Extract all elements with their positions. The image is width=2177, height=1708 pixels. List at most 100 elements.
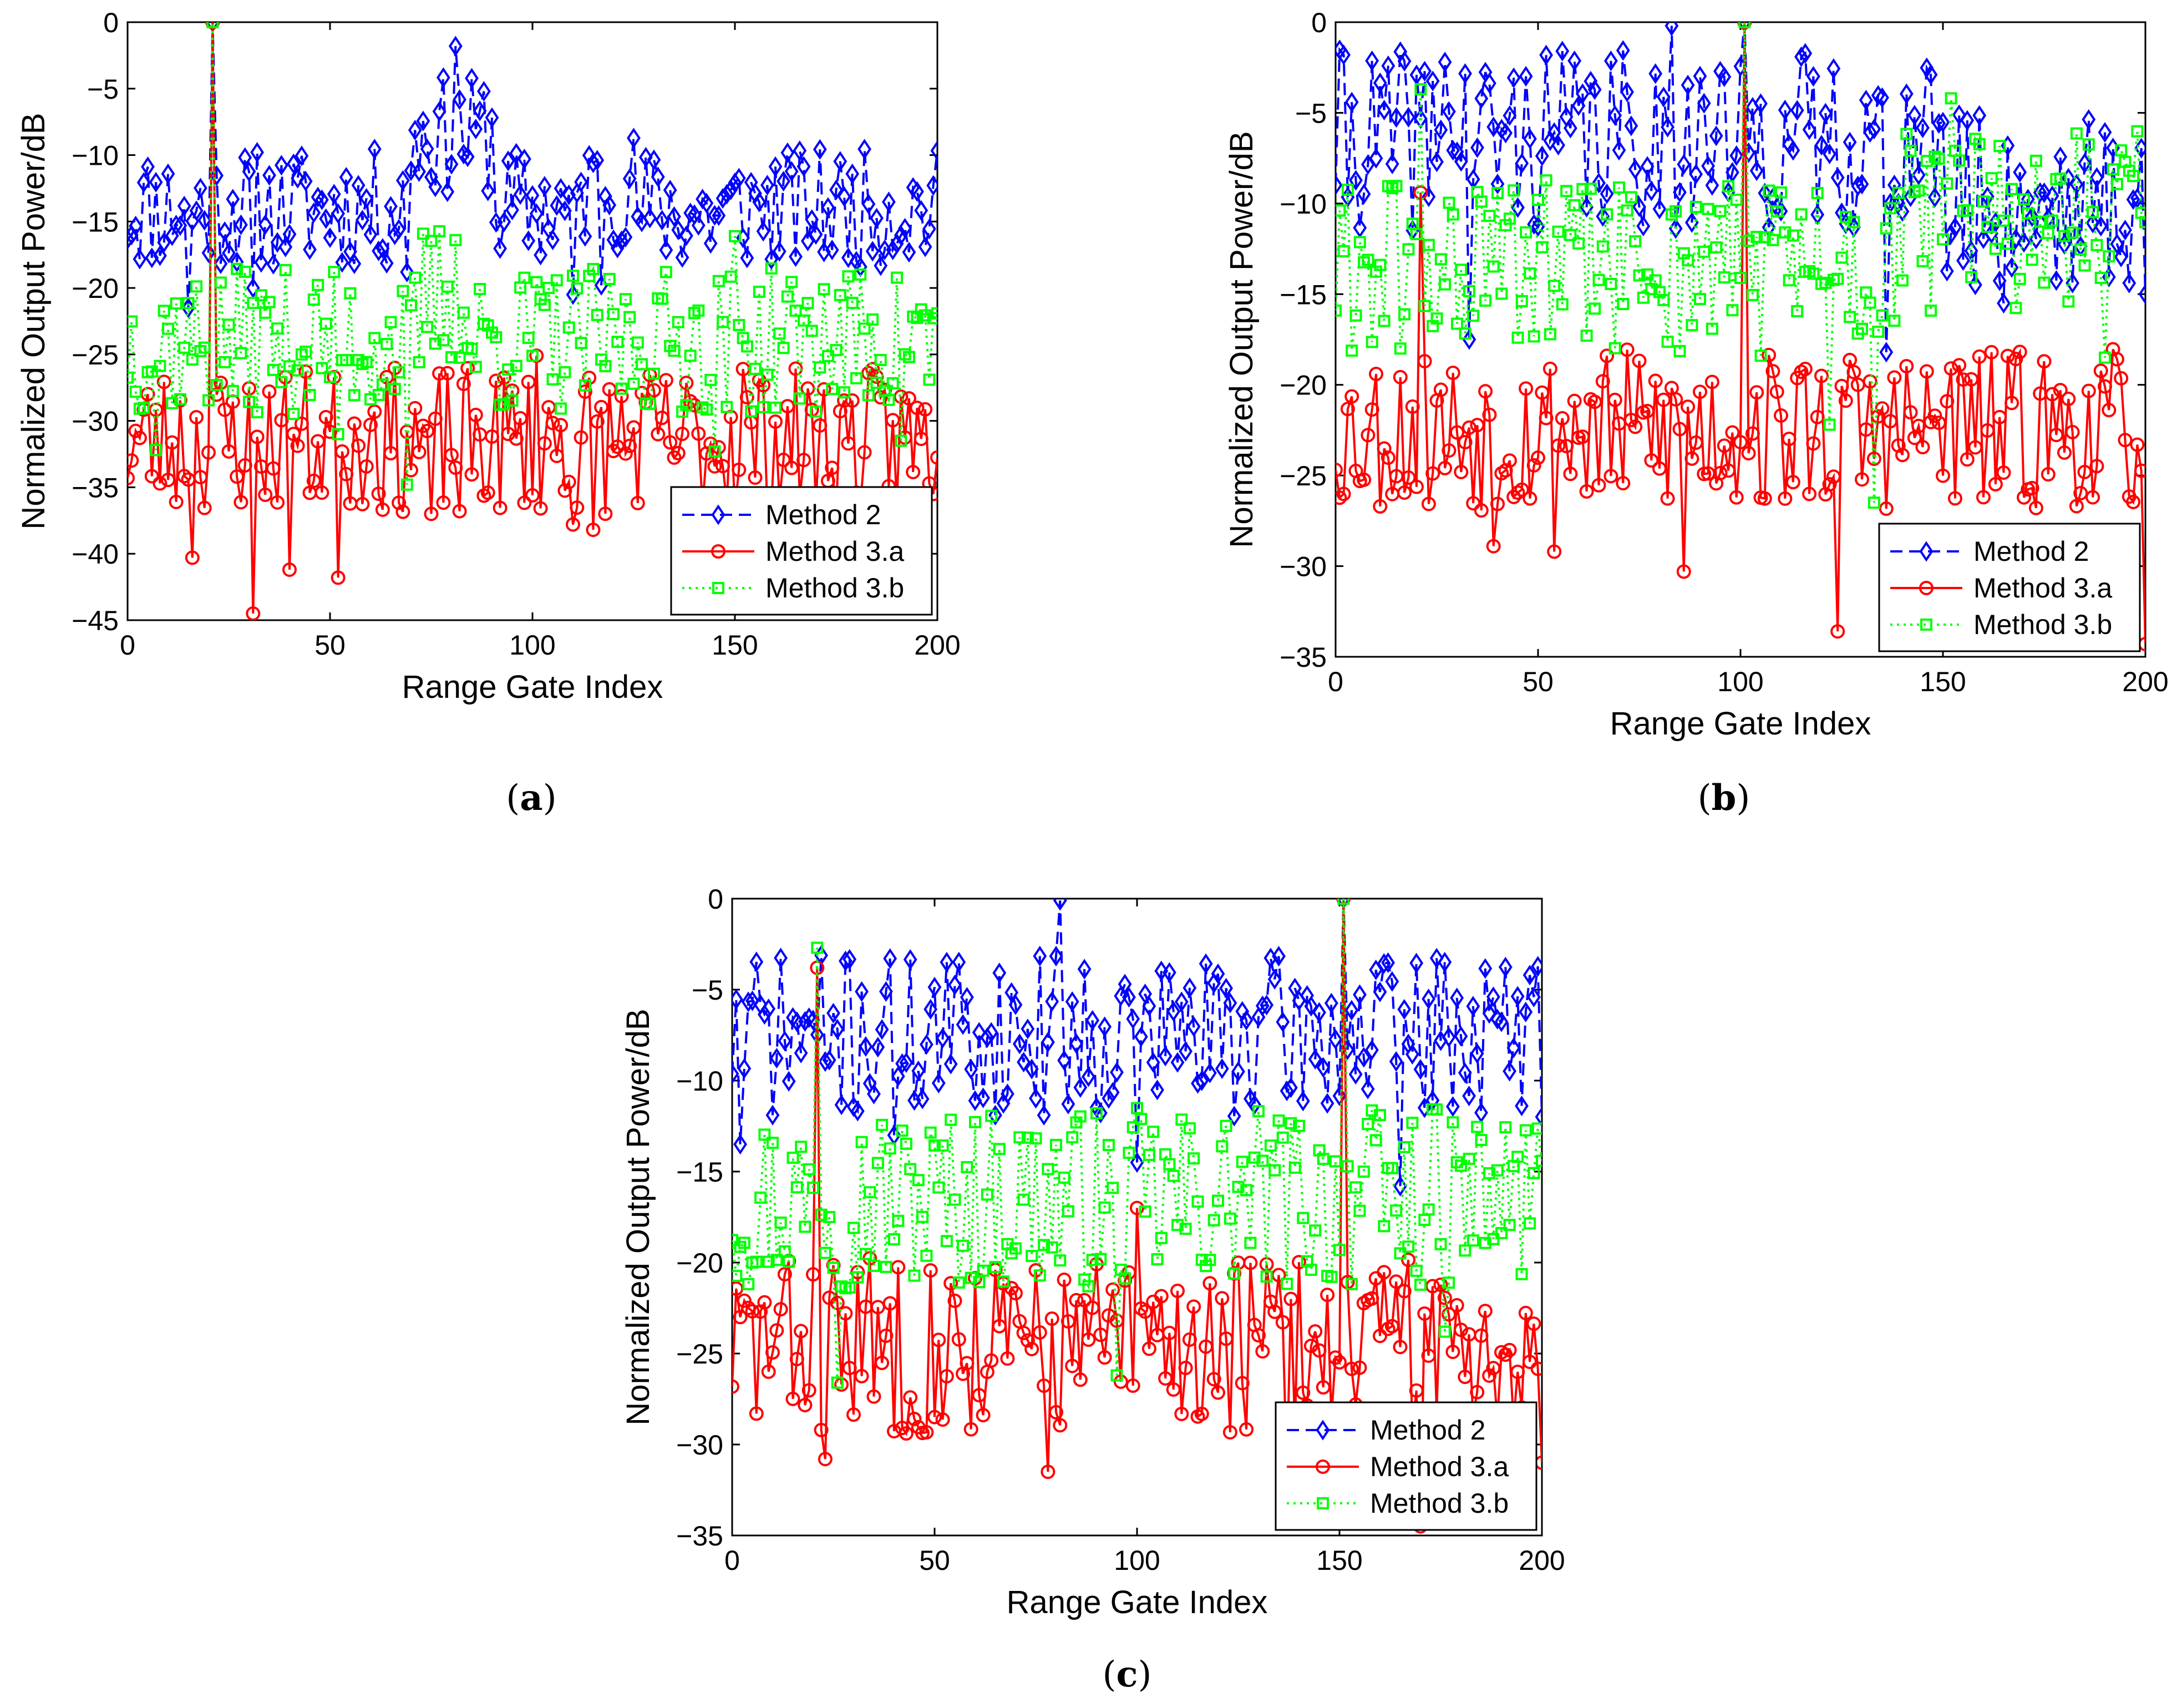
data-point xyxy=(1603,469,1618,484)
data-point xyxy=(247,296,260,309)
data-point xyxy=(866,313,879,326)
data-point xyxy=(1474,1328,1489,1343)
data-point xyxy=(266,254,281,275)
data-point xyxy=(1085,1010,1100,1031)
data-point xyxy=(1779,226,1792,239)
data-point xyxy=(1956,372,1971,387)
data-point xyxy=(1188,1152,1200,1165)
data-point xyxy=(400,261,414,282)
data-point xyxy=(1576,183,1589,195)
data-point xyxy=(1499,123,1513,144)
data-point xyxy=(1443,196,1455,209)
data-point xyxy=(1754,349,1767,362)
data-point xyxy=(2126,494,2141,509)
data-point xyxy=(210,379,223,392)
data-point xyxy=(867,1259,880,1272)
data-point xyxy=(153,476,168,491)
data-point xyxy=(935,1412,950,1427)
data-point xyxy=(1024,1058,1039,1079)
legend-marker xyxy=(1316,1420,1330,1441)
data-point xyxy=(1098,1201,1111,1214)
data-point xyxy=(2074,243,2087,256)
data-point xyxy=(720,401,733,413)
data-point xyxy=(250,429,265,444)
data-point xyxy=(529,203,544,224)
data-point xyxy=(1915,440,1930,455)
data-point xyxy=(1065,1359,1080,1374)
data-point xyxy=(703,233,718,254)
data-point xyxy=(1344,1000,1359,1021)
data-point xyxy=(1357,472,1372,487)
data-point xyxy=(1455,1159,1467,1172)
data-point xyxy=(1579,484,1594,499)
data-point xyxy=(2107,163,2119,176)
data-point xyxy=(1765,364,1780,379)
data-point xyxy=(1722,180,1735,192)
data-point xyxy=(2126,189,2140,210)
data-point xyxy=(1377,99,1392,121)
y-tick-label: −30 xyxy=(676,1430,723,1461)
data-point xyxy=(924,1126,937,1139)
data-point xyxy=(745,990,759,1011)
legend-marker xyxy=(1920,619,1932,631)
data-point xyxy=(1992,409,2007,424)
data-point xyxy=(1567,393,1582,408)
data-point xyxy=(1843,131,1857,153)
data-point xyxy=(784,161,799,182)
data-point xyxy=(2114,246,2128,267)
caption-paren: ) xyxy=(543,778,557,819)
data-point xyxy=(1749,160,1764,181)
data-point xyxy=(1482,1003,1496,1024)
data-point xyxy=(774,1217,787,1229)
data-point xyxy=(189,410,204,425)
data-point xyxy=(1866,451,1881,466)
data-point xyxy=(1054,1254,1067,1267)
data-point xyxy=(1466,1234,1479,1247)
y-tick-label: −25 xyxy=(1280,460,1327,491)
data-point xyxy=(831,1376,844,1389)
data-point xyxy=(643,207,657,229)
data-point xyxy=(201,445,216,460)
data-point xyxy=(1530,1361,1542,1376)
data-point xyxy=(1361,428,1376,443)
data-point xyxy=(1344,1361,1359,1376)
data-point xyxy=(1283,1291,1298,1306)
data-point xyxy=(2089,459,2104,474)
data-point xyxy=(1186,1016,1201,1037)
data-point xyxy=(1332,1085,1347,1107)
data-point xyxy=(1378,315,1391,327)
data-point xyxy=(1199,953,1213,974)
data-point xyxy=(590,150,605,171)
data-point xyxy=(1178,1360,1193,1375)
data-point xyxy=(1212,1194,1224,1207)
data-point xyxy=(408,401,423,415)
data-point xyxy=(984,1353,999,1368)
data-point xyxy=(1437,1290,1452,1305)
data-point xyxy=(197,500,212,515)
data-point xyxy=(1819,276,1832,289)
data-point xyxy=(1409,479,1424,494)
data-point xyxy=(270,495,285,510)
data-point xyxy=(368,332,381,344)
data-point xyxy=(1346,344,1358,357)
data-point xyxy=(1466,996,1480,1017)
data-point xyxy=(1895,448,1910,463)
data-point xyxy=(756,221,770,242)
data-point xyxy=(1418,300,1431,312)
data-point xyxy=(891,271,903,284)
y-tick-label: 0 xyxy=(708,884,723,915)
data-point xyxy=(692,304,705,317)
data-point xyxy=(838,950,852,971)
data-point xyxy=(1996,465,2011,480)
data-point xyxy=(886,377,899,389)
data-point xyxy=(549,448,564,463)
data-point xyxy=(1281,1278,1293,1290)
data-point xyxy=(1790,100,1804,121)
data-point xyxy=(1745,426,1760,441)
data-point xyxy=(1336,204,1346,217)
data-point xyxy=(554,178,568,199)
data-point xyxy=(1255,995,1270,1016)
data-point xyxy=(542,282,555,295)
